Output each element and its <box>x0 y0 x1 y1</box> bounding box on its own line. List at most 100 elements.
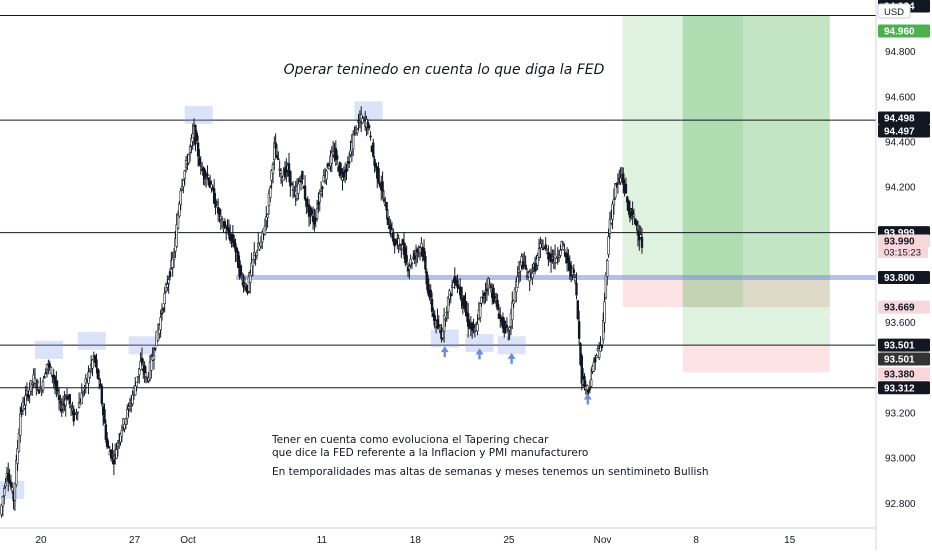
candle-body <box>420 243 423 248</box>
candle-body <box>278 168 281 171</box>
candle-body <box>445 311 448 314</box>
candle-body <box>372 142 375 157</box>
candle-body <box>24 395 27 406</box>
candle-body <box>168 271 172 278</box>
candle-body <box>15 459 18 485</box>
candle-body <box>243 283 247 286</box>
candle-body <box>583 376 586 387</box>
candle-body <box>378 182 382 187</box>
candle-body <box>315 208 319 219</box>
candle-body <box>116 443 120 447</box>
swing-point-marker <box>497 336 526 355</box>
candle-body <box>291 189 295 191</box>
price-badge: 93.800 <box>878 271 930 285</box>
candle-body <box>481 296 485 299</box>
candle-body <box>95 359 98 368</box>
candle-body <box>37 389 41 394</box>
candle-body <box>593 357 597 363</box>
candle-body <box>263 225 267 235</box>
annotation-note-line2: que dice la FED referente a la Inflacion… <box>272 447 588 459</box>
currency-badge[interactable] <box>877 3 911 19</box>
candle-body <box>567 257 570 263</box>
candle-body <box>608 219 612 234</box>
price-badge-label: 93.501 <box>884 341 915 352</box>
price-badge-label: 93.312 <box>884 383 915 394</box>
candle-body <box>559 250 562 256</box>
candle-body <box>8 479 11 483</box>
candle-body <box>341 176 344 181</box>
candle-body <box>374 163 378 168</box>
candle-body <box>188 146 192 153</box>
candle-body <box>144 372 148 377</box>
candle-body <box>381 181 384 192</box>
candle-body <box>612 199 616 206</box>
candle-body <box>524 264 527 270</box>
candle-body <box>602 320 605 341</box>
candle-body <box>492 287 495 303</box>
candle-body <box>49 366 53 374</box>
y-tick-label: 92.800 <box>885 499 916 510</box>
candle-body <box>195 132 198 141</box>
candle-body <box>639 234 642 238</box>
y-tick-label: 93.000 <box>885 454 916 465</box>
candle-body <box>386 217 390 226</box>
x-tick-label: Oct <box>180 535 196 546</box>
candle-body <box>275 155 279 159</box>
price-badge-bg <box>878 367 930 381</box>
candle-body <box>220 218 224 220</box>
candle-body <box>23 404 26 409</box>
candle-body <box>361 118 364 124</box>
candle-body <box>575 282 578 296</box>
candle-body <box>444 318 447 321</box>
x-tick-label: 27 <box>129 535 141 546</box>
candle-body <box>335 155 339 160</box>
candle-body <box>105 438 109 448</box>
candle-body <box>318 193 321 203</box>
candle-body <box>179 190 182 206</box>
y-tick-label: 94.200 <box>885 183 916 194</box>
candle-body <box>104 424 108 440</box>
candle-body <box>154 347 157 350</box>
up-arrow-icon <box>440 346 449 358</box>
candle-body <box>560 240 563 250</box>
annotation-note-line3: En temporalidades mas altas de semanas y… <box>272 466 709 478</box>
price-badge-bg <box>878 111 930 125</box>
price-badge-label: 93.990 <box>884 237 915 248</box>
x-tick-label: 8 <box>693 535 699 546</box>
candle-body <box>400 248 403 251</box>
candle-body <box>57 395 61 401</box>
candle-body <box>269 187 272 198</box>
candle-body <box>493 296 497 299</box>
candle-body <box>175 224 178 247</box>
candle-body <box>587 389 590 393</box>
up-arrow-icon <box>507 352 516 364</box>
candle-body <box>377 168 380 183</box>
candle-body <box>424 256 427 270</box>
price-badge-bg <box>878 300 930 314</box>
candle-body <box>131 394 134 405</box>
candle-body <box>60 408 63 411</box>
candle-body <box>353 134 356 136</box>
candle-body <box>576 300 580 320</box>
countdown-label: 03:15:23 <box>884 248 921 259</box>
y-tick-label: 94.600 <box>885 92 916 103</box>
candle-body <box>218 208 221 215</box>
candle-body <box>619 177 622 183</box>
price-badge-bg <box>878 124 930 138</box>
annotation-title: Operar teninedo en cuenta lo que diga la… <box>284 62 605 78</box>
candle-body <box>622 173 625 185</box>
swing-point-marker <box>128 336 157 355</box>
candle-body <box>446 297 450 313</box>
candle-body <box>635 221 638 226</box>
candle-body <box>91 359 94 369</box>
swing-point-marker <box>430 329 459 348</box>
candle-body <box>235 247 239 253</box>
candle-body <box>103 409 106 424</box>
y-tick-label: 93.200 <box>885 409 916 420</box>
candle-body <box>9 481 13 487</box>
candle-body <box>456 279 459 288</box>
candle-body <box>135 381 138 387</box>
candle-body <box>397 238 400 246</box>
candle-body <box>140 357 144 364</box>
